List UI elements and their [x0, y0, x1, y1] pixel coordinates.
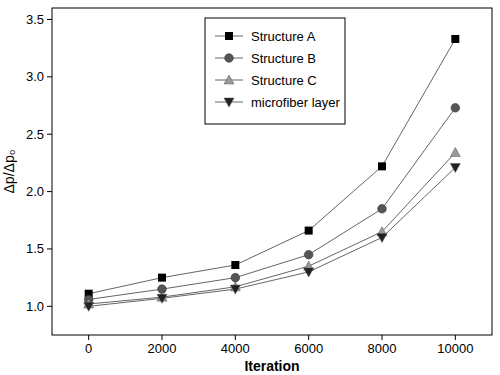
- x-tick: [382, 335, 383, 340]
- x-tick-label: 0: [85, 341, 92, 356]
- y-tick-label: 3.5: [26, 12, 44, 27]
- series-marker: [304, 250, 313, 259]
- series-line: [89, 108, 456, 300]
- series-marker: [377, 233, 387, 242]
- legend-box: [205, 18, 345, 124]
- legend: Structure A Structure B Structure C microfi…: [205, 18, 345, 124]
- x-tick: [88, 335, 89, 340]
- x-tick-label: 6000: [294, 341, 323, 356]
- series-marker: [450, 148, 460, 157]
- series-marker: [450, 163, 460, 172]
- plot-area: [84, 35, 461, 311]
- series-marker: [158, 274, 166, 282]
- y-tick-label: 1.0: [26, 299, 44, 314]
- x-tick: [162, 335, 163, 340]
- series-marker: [231, 273, 240, 282]
- series-marker: [451, 35, 459, 43]
- legend-marker: [224, 98, 234, 107]
- y-tick-label: 2.0: [26, 184, 44, 199]
- x-tick: [308, 335, 309, 340]
- x-tick-label: 4000: [221, 341, 250, 356]
- legend-marker: [225, 54, 234, 63]
- y-tick: [47, 248, 52, 249]
- series-marker: [231, 261, 239, 269]
- y-axis-label: Δp/Δp₀: [1, 149, 17, 193]
- legend-marker: [225, 32, 233, 40]
- legend-label: Structure B: [251, 51, 316, 66]
- legend-marker: [224, 75, 234, 84]
- series-marker: [451, 104, 460, 113]
- y-tick: [47, 134, 52, 135]
- series-marker: [305, 227, 313, 235]
- series-marker: [378, 162, 386, 170]
- y-tick-label: 3.0: [26, 69, 44, 84]
- series-marker: [84, 302, 94, 311]
- series-line: [89, 39, 456, 294]
- series-marker: [230, 285, 240, 294]
- series-line: [89, 167, 456, 306]
- y-tick: [47, 19, 52, 20]
- y-tick: [47, 306, 52, 307]
- series-marker: [378, 204, 387, 213]
- x-tick-label: 2000: [148, 341, 177, 356]
- legend-label: Structure C: [251, 73, 317, 88]
- legend-label: microfiber layer: [251, 95, 341, 110]
- x-tick: [455, 335, 456, 340]
- series-line: [89, 153, 456, 304]
- y-tick: [47, 191, 52, 192]
- y-tick: [47, 76, 52, 77]
- series-marker: [304, 268, 314, 277]
- plot-frame: [52, 8, 492, 335]
- legend-label: Structure A: [251, 29, 316, 44]
- x-tick-label: 8000: [368, 341, 397, 356]
- y-tick-label: 1.5: [26, 241, 44, 256]
- x-tick-label: 10000: [437, 341, 473, 356]
- x-tick: [235, 335, 236, 340]
- x-axis-label: Iteration: [244, 358, 299, 374]
- chart: 1.0 1.5 2.0 2.5 3.0 3.5 0 2000 4000 6000 8000 10000…: [0, 0, 500, 375]
- y-tick-label: 2.5: [26, 127, 44, 142]
- series-marker: [157, 294, 167, 303]
